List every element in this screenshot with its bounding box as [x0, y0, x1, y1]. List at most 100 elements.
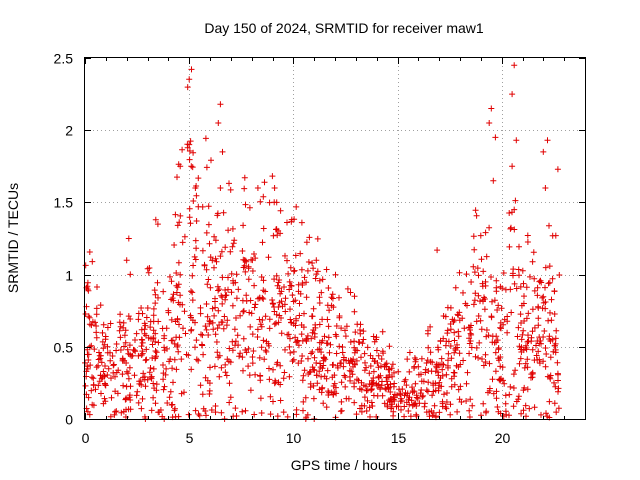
data-point — [135, 316, 142, 323]
data-point — [301, 310, 307, 317]
data-point — [366, 404, 373, 411]
data-point — [214, 349, 221, 356]
data-point — [520, 280, 527, 287]
data-point — [120, 382, 127, 389]
data-point — [122, 339, 129, 346]
data-point — [150, 365, 157, 372]
data-point — [542, 363, 549, 370]
data-point — [326, 307, 333, 314]
data-point — [448, 355, 455, 362]
y-axis-label: SRMTID / TECUs — [5, 183, 21, 293]
data-point — [375, 352, 382, 359]
data-point — [516, 343, 523, 350]
data-point — [249, 360, 256, 367]
data-point — [188, 366, 195, 373]
data-point — [460, 289, 466, 296]
data-point — [225, 227, 232, 234]
data-point — [234, 332, 241, 339]
data-point — [254, 334, 261, 340]
data-point — [338, 379, 345, 386]
data-point — [306, 234, 313, 241]
data-point — [290, 268, 297, 275]
data-point — [300, 398, 307, 405]
data-point — [96, 349, 102, 356]
data-point — [275, 319, 282, 326]
data-point — [339, 344, 346, 350]
data-point — [168, 278, 175, 285]
data-point — [117, 323, 124, 330]
data-point — [509, 91, 516, 98]
data-point — [488, 105, 495, 112]
data-point — [395, 368, 402, 375]
data-point — [195, 357, 202, 364]
data-point — [360, 336, 367, 343]
data-point — [186, 205, 193, 212]
data-point — [338, 325, 345, 332]
data-point — [507, 383, 514, 390]
data-point — [542, 284, 548, 291]
data-point — [286, 373, 293, 380]
data-point — [288, 319, 294, 326]
data-point — [219, 300, 226, 307]
data-point — [445, 350, 452, 357]
data-point — [521, 364, 528, 371]
data-point — [420, 392, 427, 399]
data-point — [181, 308, 188, 315]
data-point — [252, 301, 259, 308]
data-point — [282, 295, 289, 302]
data-point — [516, 272, 522, 279]
data-point — [90, 381, 97, 388]
data-point — [139, 339, 146, 346]
data-point — [292, 334, 299, 341]
data-point — [451, 369, 458, 376]
data-point — [242, 347, 249, 353]
data-point — [361, 367, 368, 374]
data-point — [108, 375, 114, 382]
data-point — [189, 297, 196, 304]
data-point — [245, 276, 252, 283]
data-point — [247, 323, 254, 330]
data-point — [98, 390, 104, 397]
data-point — [273, 311, 280, 318]
data-point — [212, 237, 219, 244]
data-point — [520, 407, 527, 414]
data-point — [273, 199, 280, 206]
data-point — [373, 334, 380, 341]
data-point — [304, 332, 311, 339]
data-point — [507, 286, 514, 293]
data-point — [126, 364, 133, 371]
data-point — [148, 374, 155, 381]
data-point — [553, 327, 560, 334]
data-point — [308, 335, 315, 342]
data-point — [456, 269, 463, 276]
data-point — [163, 325, 170, 332]
data-point — [174, 284, 181, 291]
data-point — [93, 334, 100, 341]
data-point — [207, 254, 214, 261]
data-point — [473, 318, 480, 325]
data-point — [281, 369, 288, 376]
data-point — [193, 218, 200, 224]
data-point — [359, 340, 366, 347]
data-point — [84, 363, 91, 370]
data-point — [489, 298, 495, 305]
y-tick-label: 0 — [65, 412, 73, 428]
data-point — [515, 266, 522, 273]
data-point — [265, 342, 272, 349]
data-point — [519, 267, 526, 274]
data-point — [471, 297, 478, 304]
data-point — [466, 407, 473, 414]
data-point — [255, 295, 262, 302]
data-point — [150, 380, 157, 387]
data-point — [271, 276, 278, 283]
data-point — [465, 324, 472, 331]
data-point — [249, 257, 256, 264]
data-point — [379, 328, 386, 335]
data-point — [112, 408, 118, 415]
data-point — [491, 297, 498, 304]
data-point — [229, 225, 236, 232]
data-point — [231, 326, 238, 333]
data-point — [474, 265, 481, 272]
data-point — [192, 256, 199, 263]
data-point — [540, 293, 547, 300]
